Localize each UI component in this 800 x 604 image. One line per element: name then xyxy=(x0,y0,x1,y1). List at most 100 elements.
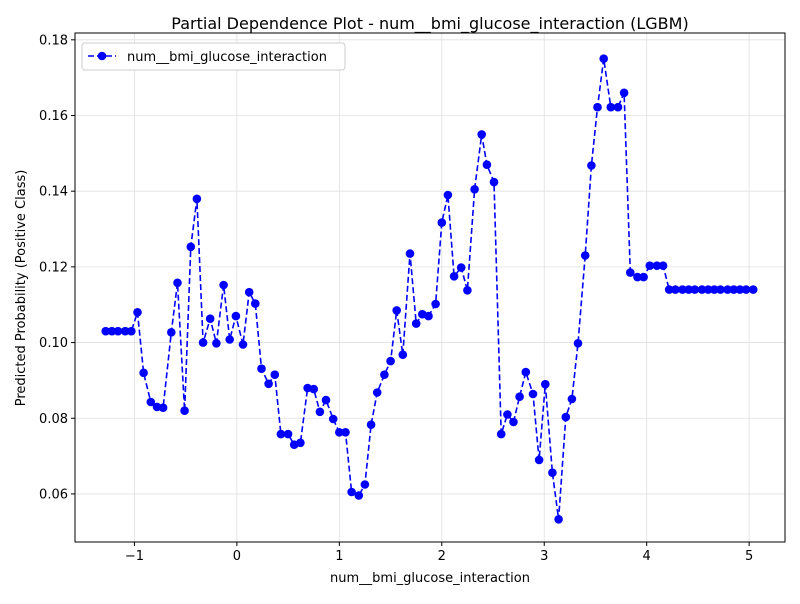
legend-box xyxy=(81,42,346,71)
data-point xyxy=(335,428,344,437)
data-point xyxy=(748,285,758,294)
x-tick-label: 0 xyxy=(233,549,241,564)
data-point xyxy=(405,249,415,258)
data-point xyxy=(521,367,531,377)
data-point xyxy=(276,429,286,439)
data-point xyxy=(424,311,433,321)
data-point xyxy=(573,339,583,348)
data-point xyxy=(580,251,590,260)
data-point xyxy=(219,280,228,290)
data-point xyxy=(270,370,280,380)
x-tick-label: −1 xyxy=(125,549,144,564)
data-point xyxy=(133,308,142,317)
data-point xyxy=(561,412,571,422)
data-point xyxy=(534,455,544,465)
data-point xyxy=(411,319,421,328)
data-point xyxy=(238,340,248,349)
data-point xyxy=(380,370,389,380)
data-point xyxy=(671,285,680,294)
data-point xyxy=(658,261,668,271)
data-point xyxy=(264,379,273,389)
y-tick-label: 0.12 xyxy=(39,260,68,275)
y-tick-label: 0.10 xyxy=(39,336,68,351)
data-point xyxy=(633,272,642,282)
data-point xyxy=(372,388,382,397)
grid-lines xyxy=(75,33,785,542)
data-point xyxy=(443,190,453,200)
data-point xyxy=(541,379,550,389)
data-point xyxy=(120,326,130,336)
plot-area-frame xyxy=(74,32,786,543)
data-point xyxy=(639,272,648,282)
data-point xyxy=(723,285,732,294)
data-point xyxy=(489,177,499,187)
data-point xyxy=(678,285,687,294)
data-point xyxy=(347,487,356,497)
data-point xyxy=(309,384,319,394)
data-point xyxy=(729,285,739,294)
data-point xyxy=(354,491,364,500)
data-point xyxy=(477,130,487,139)
data-point xyxy=(664,285,674,294)
data-point xyxy=(619,88,629,98)
legend-marker-sample xyxy=(97,51,107,61)
data-point xyxy=(328,414,338,424)
data-point xyxy=(684,285,693,294)
axis-ticks: −1 0 1 2 3 4 5 0.06 0.08 0.10 0.12 0.14 0.16 0.18 xyxy=(39,33,753,564)
data-point xyxy=(697,285,707,294)
data-point xyxy=(366,420,376,430)
x-tick-label: 5 xyxy=(745,549,753,564)
data-point xyxy=(554,515,563,524)
data-series xyxy=(101,54,758,524)
x-tick-label: 1 xyxy=(335,549,343,564)
y-tick-label: 0.08 xyxy=(39,412,68,427)
data-point xyxy=(205,314,215,324)
data-point xyxy=(599,54,608,63)
data-point xyxy=(321,395,331,405)
data-point xyxy=(283,429,293,439)
data-point xyxy=(113,326,123,336)
data-point xyxy=(231,311,241,321)
data-point xyxy=(587,161,596,170)
data-point xyxy=(716,285,725,294)
y-tick-label: 0.06 xyxy=(39,487,68,502)
data-point xyxy=(107,326,117,336)
data-point xyxy=(251,299,260,308)
data-point xyxy=(146,397,156,407)
data-point xyxy=(626,268,635,277)
data-point xyxy=(509,417,518,427)
data-point xyxy=(180,406,189,416)
data-point xyxy=(503,410,512,419)
data-point xyxy=(548,468,557,478)
data-point xyxy=(360,480,370,489)
chart-title: Partial Dependence Plot - num__bmi_gluco… xyxy=(171,14,688,34)
data-point xyxy=(173,278,182,288)
y-tick-label: 0.18 xyxy=(39,33,68,48)
y-tick-label: 0.16 xyxy=(39,109,68,124)
data-point xyxy=(139,368,148,378)
data-point xyxy=(198,338,208,347)
x-axis-label: num__bmi_glucose_interaction xyxy=(330,571,530,586)
data-point xyxy=(431,299,440,309)
data-point xyxy=(645,261,655,271)
data-point xyxy=(398,350,408,360)
data-point xyxy=(257,364,266,374)
data-point xyxy=(386,356,395,366)
data-point xyxy=(606,102,616,112)
data-point xyxy=(167,328,176,337)
data-point xyxy=(341,428,350,437)
data-point xyxy=(437,218,447,227)
data-point xyxy=(186,242,196,252)
data-point xyxy=(593,102,602,112)
data-point xyxy=(192,194,202,204)
legend-label: num__bmi_glucose_interaction xyxy=(127,50,327,65)
data-point xyxy=(296,438,305,448)
data-point xyxy=(515,392,524,402)
data-point xyxy=(690,285,700,294)
data-point xyxy=(470,185,479,194)
data-point xyxy=(528,389,538,399)
data-point xyxy=(315,407,325,417)
data-point xyxy=(101,326,110,336)
